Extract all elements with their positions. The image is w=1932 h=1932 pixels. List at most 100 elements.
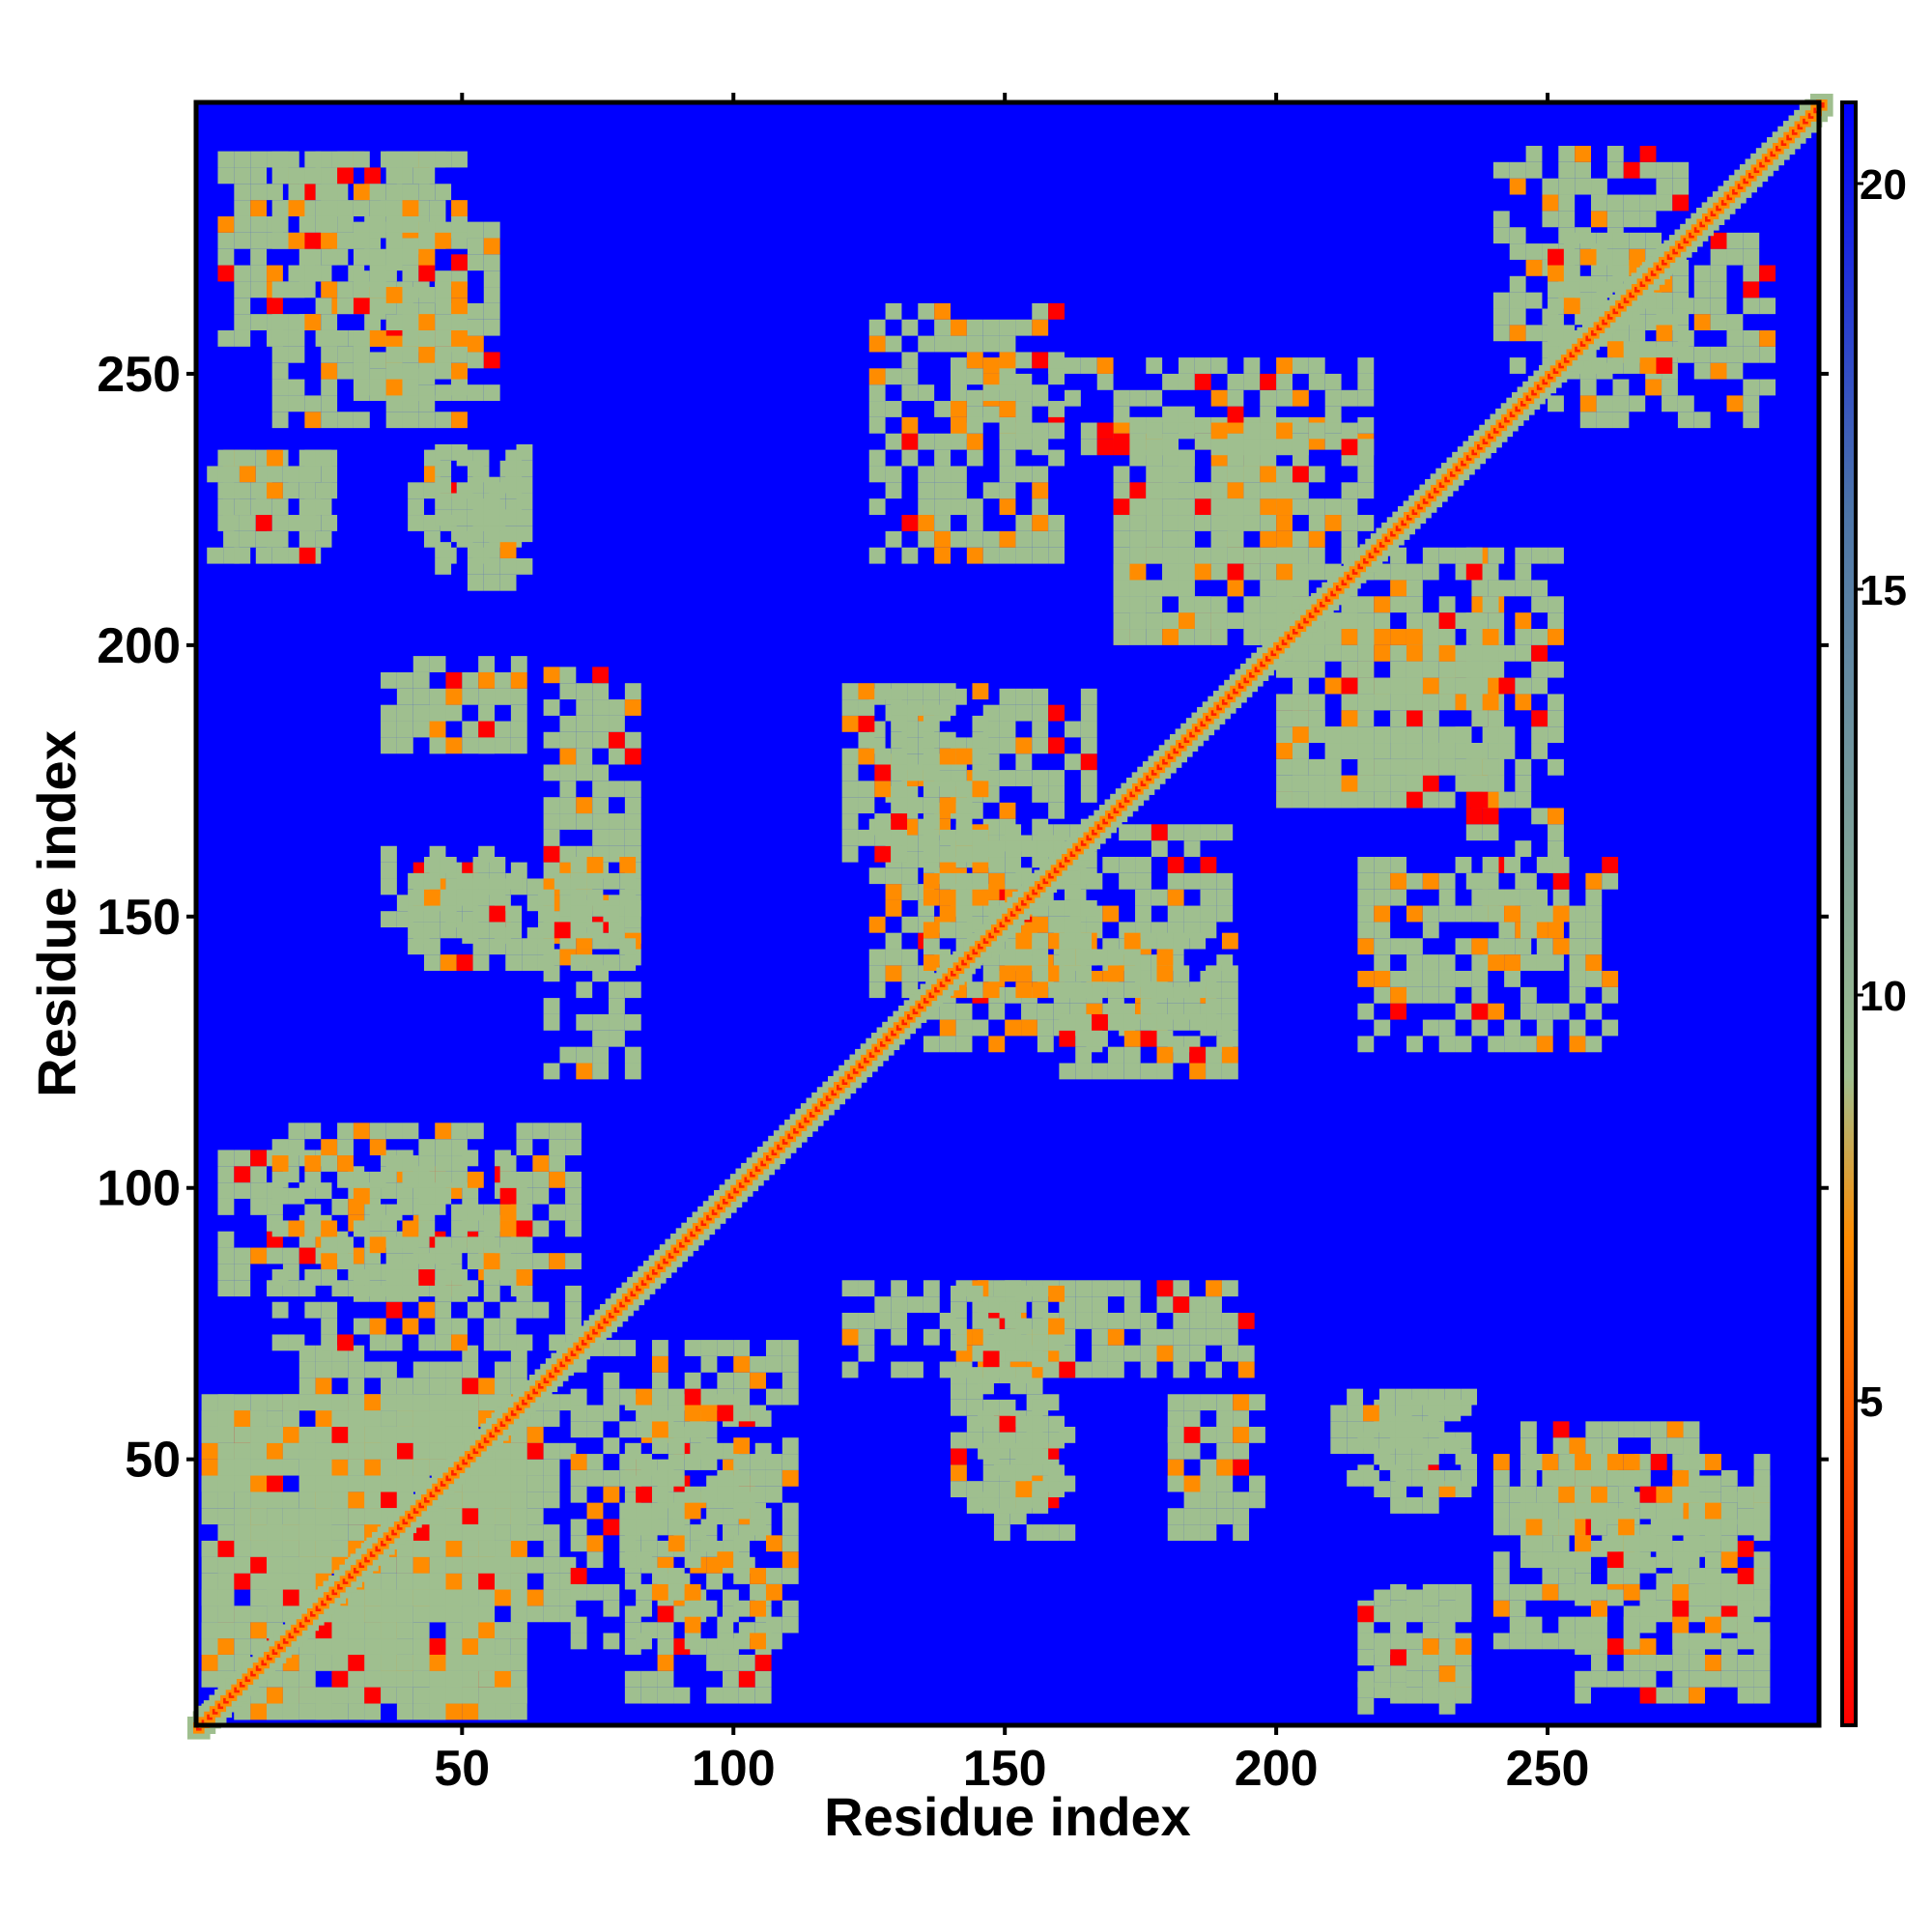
heatmap-cell bbox=[1092, 981, 1108, 999]
heatmap-cell bbox=[396, 1605, 413, 1623]
heatmap-cell bbox=[1324, 677, 1342, 695]
heatmap-cell bbox=[1210, 389, 1228, 407]
heatmap-cell bbox=[462, 721, 479, 738]
heatmap-cell bbox=[999, 384, 1016, 402]
heatmap-cell bbox=[951, 1399, 967, 1416]
heatmap-cell bbox=[624, 1063, 641, 1080]
heatmap-cell bbox=[1173, 1328, 1190, 1346]
heatmap-cell bbox=[576, 981, 593, 999]
heatmap-cell bbox=[570, 1633, 587, 1650]
heatmap-cell bbox=[304, 167, 322, 185]
heatmap-cell bbox=[1672, 1583, 1690, 1601]
heatmap-cell bbox=[1135, 824, 1151, 841]
heatmap-cell bbox=[337, 1334, 354, 1351]
heatmap-cell bbox=[1140, 1361, 1157, 1378]
heatmap-cell bbox=[1260, 563, 1277, 581]
heatmap-cell bbox=[624, 781, 641, 798]
heatmap-cell bbox=[999, 1334, 1016, 1351]
heatmap-cell bbox=[570, 1388, 587, 1406]
heatmap-cell bbox=[1672, 1670, 1690, 1688]
heatmap-cell bbox=[733, 1405, 751, 1422]
heatmap-cell bbox=[636, 1469, 652, 1487]
heatmap-cell bbox=[570, 1486, 587, 1503]
heatmap-cell bbox=[923, 748, 940, 765]
heatmap-cell bbox=[385, 215, 403, 233]
heatmap-cell bbox=[1015, 547, 1033, 564]
heatmap-cell bbox=[1602, 1019, 1619, 1037]
heatmap-cell bbox=[1173, 965, 1190, 982]
heatmap-cell bbox=[1347, 1405, 1364, 1422]
heatmap-cell bbox=[1021, 840, 1037, 858]
heatmap-cell bbox=[1048, 449, 1065, 467]
heatmap-cell bbox=[1585, 970, 1603, 987]
heatmap-cell bbox=[999, 482, 1016, 499]
heatmap-cell bbox=[586, 1405, 604, 1422]
heatmap-cell bbox=[1444, 1405, 1462, 1422]
heatmap-cell bbox=[250, 200, 268, 216]
heatmap-cell bbox=[1276, 357, 1293, 374]
heatmap-cell bbox=[1743, 379, 1760, 396]
heatmap-cell bbox=[1080, 785, 1097, 803]
heatmap-cell bbox=[516, 493, 533, 510]
heatmap-cell bbox=[624, 797, 641, 814]
heatmap-cell bbox=[1422, 872, 1439, 890]
heatmap-cell bbox=[423, 938, 440, 955]
heatmap-cell bbox=[1672, 1519, 1690, 1536]
heatmap-cell bbox=[1015, 1464, 1033, 1482]
heatmap-cell bbox=[636, 1486, 652, 1503]
heatmap-cell bbox=[1390, 1605, 1406, 1623]
heatmap-cell bbox=[510, 1524, 527, 1541]
heatmap-cell bbox=[1357, 677, 1375, 695]
heatmap-cell bbox=[1602, 1421, 1619, 1438]
heatmap-cell bbox=[1465, 775, 1483, 792]
heatmap-cell bbox=[1515, 547, 1532, 564]
heatmap-cell bbox=[267, 1459, 283, 1476]
heatmap-cell bbox=[1200, 889, 1217, 906]
heatmap-cell bbox=[733, 1502, 751, 1520]
heatmap-cell bbox=[234, 1556, 251, 1574]
heatmap-cell bbox=[499, 476, 517, 494]
heatmap-cell bbox=[298, 449, 316, 467]
heatmap-cell bbox=[955, 922, 973, 939]
heatmap-cell bbox=[955, 889, 973, 906]
heatmap-cell bbox=[1656, 1519, 1673, 1536]
heatmap-cell bbox=[217, 482, 235, 499]
heatmap-cell bbox=[1064, 357, 1081, 374]
heatmap-cell bbox=[923, 764, 940, 781]
heatmap-cell bbox=[526, 1605, 544, 1623]
heatmap-cell bbox=[951, 1367, 967, 1384]
heatmap-cell bbox=[1390, 872, 1406, 890]
heatmap-cell bbox=[1395, 1454, 1412, 1470]
heatmap-cell bbox=[1048, 368, 1065, 385]
heatmap-cell bbox=[364, 1394, 382, 1411]
heatmap-cell bbox=[1162, 498, 1179, 516]
heatmap-cell bbox=[570, 905, 587, 923]
heatmap-cell bbox=[495, 1654, 511, 1671]
heatmap-cell bbox=[1324, 389, 1342, 407]
heatmap-cell bbox=[451, 1204, 468, 1221]
heatmap-cell bbox=[445, 1378, 463, 1395]
heatmap-cell bbox=[348, 1492, 365, 1509]
heatmap-cell bbox=[1347, 1469, 1364, 1487]
heatmap-cell bbox=[609, 731, 625, 749]
heatmap-cell bbox=[440, 889, 457, 906]
heatmap-cell bbox=[532, 1187, 550, 1205]
heatmap-cell bbox=[402, 1236, 419, 1254]
heatmap-cell bbox=[1276, 498, 1293, 516]
heatmap-cell bbox=[495, 688, 511, 705]
heatmap-cell bbox=[717, 1388, 734, 1406]
heatmap-cell bbox=[765, 1486, 782, 1503]
heatmap-cell bbox=[901, 949, 919, 966]
heatmap-cell bbox=[999, 1415, 1016, 1433]
heatmap-cell bbox=[451, 526, 468, 543]
heatmap-cell bbox=[418, 1139, 436, 1156]
heatmap-cell bbox=[381, 1410, 397, 1427]
heatmap-cell bbox=[1390, 596, 1406, 613]
heatmap-cell bbox=[1341, 661, 1358, 678]
heatmap-cell bbox=[234, 1508, 251, 1525]
heatmap-cell bbox=[385, 379, 403, 396]
heatmap-cell bbox=[1048, 1318, 1065, 1335]
heatmap-cell bbox=[1563, 281, 1580, 298]
heatmap-cell bbox=[385, 395, 403, 412]
heatmap-cell bbox=[966, 368, 983, 385]
